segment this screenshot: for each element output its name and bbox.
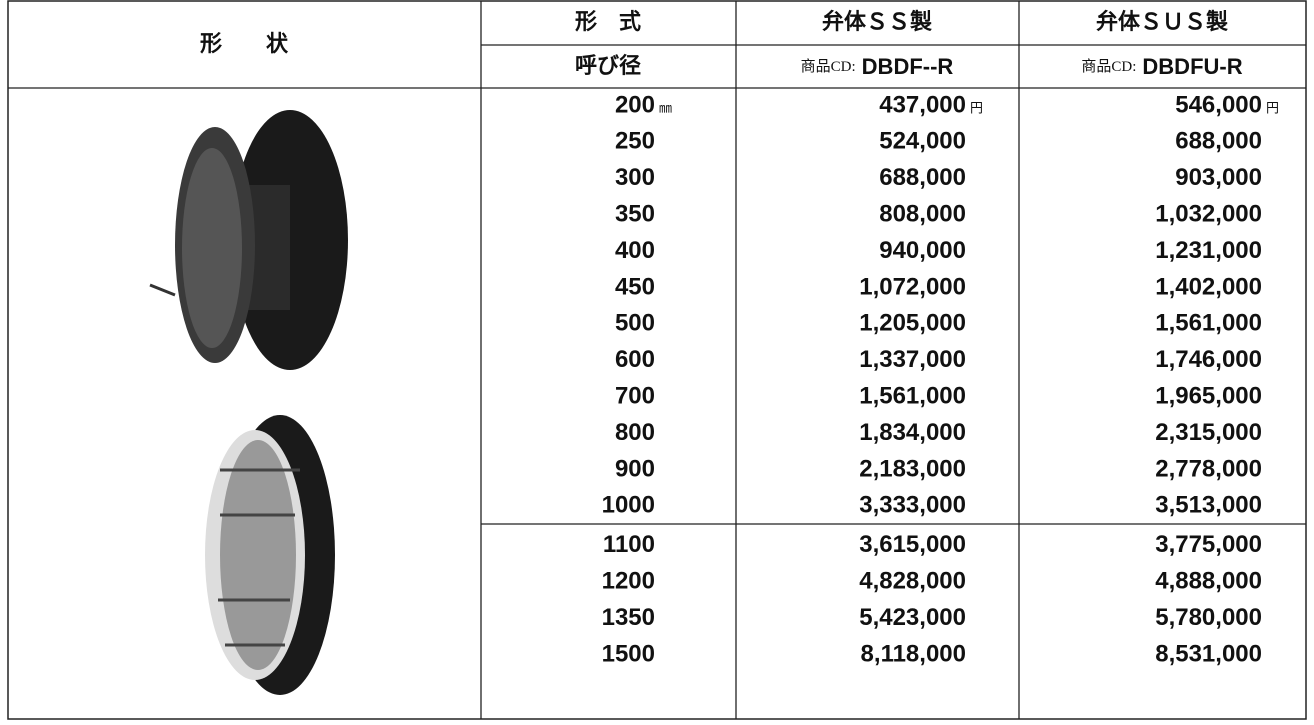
size-header: 呼び径 xyxy=(575,53,641,78)
price-cell: 1,032,000 xyxy=(1155,201,1262,228)
size-cell: 450 xyxy=(615,273,655,300)
size-cell: 300 xyxy=(615,164,655,191)
product-image-2 xyxy=(205,415,335,695)
price-cell: 524,000 xyxy=(879,128,966,155)
price-cell: 688,000 xyxy=(1175,128,1262,155)
price-cell: 3,615,000 xyxy=(859,531,966,558)
price-cell: 940,000 xyxy=(879,237,966,264)
price-cell: 1,965,000 xyxy=(1155,383,1262,410)
unit: 円 xyxy=(1266,100,1279,115)
price-cell: 8,118,000 xyxy=(861,640,966,667)
price-cell: 2,315,000 xyxy=(1155,419,1262,446)
price-cell: 5,780,000 xyxy=(1155,604,1262,631)
unit: 円 xyxy=(970,100,983,115)
size-cell: 500 xyxy=(615,310,655,337)
code-prefix: 商品CD: xyxy=(801,58,856,75)
size-cell: 1000 xyxy=(602,492,655,519)
price-cell: 546,000 xyxy=(1175,91,1262,118)
price-cell: 4,888,000 xyxy=(1155,568,1262,595)
price-cell: 1,072,000 xyxy=(859,273,966,300)
price-cell: 903,000 xyxy=(1175,164,1262,191)
price-cell: 437,000 xyxy=(879,91,966,118)
size-cell: 800 xyxy=(615,419,655,446)
size-cell: 1100 xyxy=(603,531,655,558)
type-header: 形 式 xyxy=(575,9,641,34)
price-cell: 808,000 xyxy=(879,201,966,228)
size-cell: 900 xyxy=(615,455,655,482)
price-cell: 1,205,000 xyxy=(859,310,966,337)
column-header: 弁体ＳＵＳ製 xyxy=(1096,9,1228,34)
price-cell: 3,775,000 xyxy=(1155,531,1262,558)
price-cell: 1,561,000 xyxy=(1155,310,1262,337)
code-cell: 商品CD: DBDF--R xyxy=(801,54,954,79)
price-cell: 2,778,000 xyxy=(1155,455,1262,482)
price-cell: 1,231,000 xyxy=(1155,237,1262,264)
price-cell: 1,402,000 xyxy=(1155,273,1262,300)
code: DBDF--R xyxy=(862,54,954,79)
size-cell: 700 xyxy=(615,383,655,410)
code-cell: 商品CD: DBDFU-R xyxy=(1081,54,1242,79)
code: DBDFU-R xyxy=(1142,54,1242,79)
price-cell: 1,746,000 xyxy=(1155,346,1262,373)
size-cell: 350 xyxy=(615,201,655,228)
size-cell: 1500 xyxy=(602,640,655,667)
price-cell: 2,183,000 xyxy=(859,455,966,482)
price-cell: 3,513,000 xyxy=(1155,492,1262,519)
rows: 200 437,000 546,000 ㎜ 円 円 250 524,000 688,000 300… xyxy=(602,91,1279,667)
unit: ㎜ xyxy=(659,100,672,115)
size-cell: 1200 xyxy=(602,568,655,595)
size-cell: 1350 xyxy=(602,604,655,631)
shape-header: 形 状 xyxy=(200,31,289,56)
table-border xyxy=(7,0,1307,720)
size-cell: 250 xyxy=(615,128,655,155)
price-cell: 1,337,000 xyxy=(859,346,966,373)
price-cell: 688,000 xyxy=(879,164,966,191)
size-cell: 200 xyxy=(615,91,655,118)
size-cell: 400 xyxy=(615,237,655,264)
code-prefix: 商品CD: xyxy=(1081,58,1136,75)
price-cell: 5,423,000 xyxy=(859,604,966,631)
price-cell: 4,828,000 xyxy=(859,568,966,595)
column-header: 弁体ＳＳ製 xyxy=(822,9,932,34)
price-cell: 1,834,000 xyxy=(859,419,966,446)
price-cell: 8,531,000 xyxy=(1155,640,1262,667)
price-cell: 1,561,000 xyxy=(859,383,966,410)
price-cell: 3,333,000 xyxy=(859,492,966,519)
product-image-1 xyxy=(149,110,348,370)
size-cell: 600 xyxy=(615,346,655,373)
